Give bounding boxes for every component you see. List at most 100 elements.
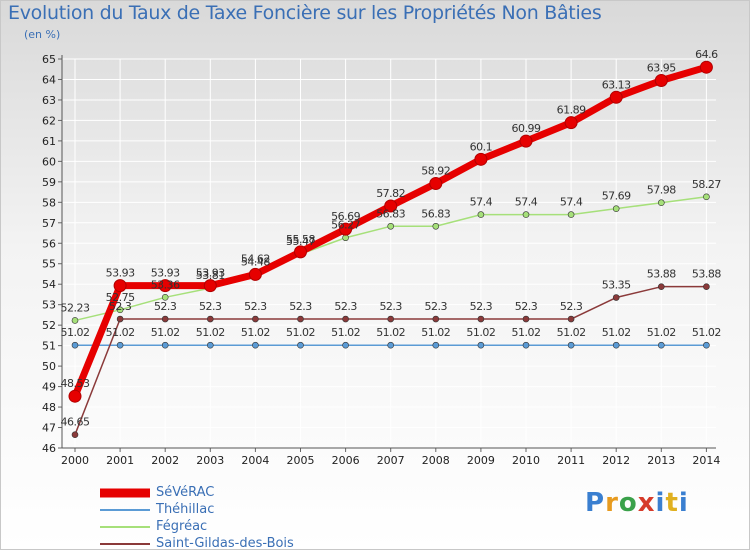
data-point-s-v-rac (158, 279, 172, 293)
x-tick-label: 2004 (241, 454, 269, 467)
data-point-th-hillac (207, 341, 214, 349)
data-point-th-hillac (432, 341, 440, 349)
data-label-f-gr-ac: 53.81 (196, 269, 225, 282)
data-point-saint-gildas-des-bois (207, 315, 214, 323)
data-label-th-hillac: 51.02 (61, 326, 90, 339)
data-point-saint-gildas-des-bois (71, 431, 79, 438)
x-tick-label: 2007 (377, 454, 405, 467)
y-tick-label: 53 (42, 299, 56, 312)
data-point-th-hillac (71, 341, 79, 349)
data-point-saint-gildas-des-bois (612, 294, 620, 301)
data-label-th-hillac: 51.02 (466, 326, 495, 339)
data-point-saint-gildas-des-bois (657, 283, 665, 290)
data-point-f-gr-ac (387, 222, 395, 230)
data-label-th-hillac: 51.02 (286, 326, 315, 339)
data-point-s-v-rac (203, 279, 217, 293)
data-point-s-v-rac (609, 90, 623, 104)
proxiti-logo: Proxiti (585, 488, 689, 518)
data-label-th-hillac: 51.02 (692, 326, 721, 339)
y-tick-label: 46 (42, 442, 56, 455)
y-tick-label: 49 (42, 381, 56, 394)
x-tick-label: 2001 (106, 454, 134, 467)
data-label-s-v-rac: 64.6 (695, 48, 718, 61)
y-tick-label: 56 (42, 237, 56, 250)
legend-item-saint-gildas[interactable]: Saint-Gildas-des-Bois (100, 535, 294, 552)
data-label-th-hillac: 51.02 (376, 326, 405, 339)
data-point-th-hillac (612, 341, 620, 349)
data-label-s-v-rac: 63.13 (602, 78, 631, 91)
data-label-th-hillac: 51.02 (421, 326, 450, 339)
data-label-th-hillac: 51.02 (196, 326, 225, 339)
y-tick-label: 54 (42, 278, 56, 291)
x-tick-label: 2006 (332, 454, 360, 467)
data-label-saint-gildas-des-bois: 53.88 (692, 268, 721, 281)
series-points-group (68, 60, 713, 438)
data-label-s-v-rac: 48.53 (61, 377, 90, 390)
data-point-s-v-rac (384, 199, 398, 213)
data-label-s-v-rac: 63.95 (647, 61, 676, 74)
data-label-f-gr-ac: 56.83 (376, 207, 405, 220)
data-label-f-gr-ac: 57.4 (560, 196, 583, 209)
legend-swatch-severac (100, 488, 150, 497)
data-label-saint-gildas-des-bois: 52.3 (560, 300, 583, 313)
legend-swatch-thehillac (100, 508, 150, 511)
data-label-s-v-rac: 60.1 (470, 140, 493, 153)
legend-label-thehillac: Théhillac (156, 502, 215, 517)
data-label-saint-gildas-des-bois: 52.3 (515, 300, 538, 313)
data-point-saint-gildas-des-bois (161, 315, 169, 323)
data-point-th-hillac (477, 341, 485, 349)
data-label-s-v-rac: 53.93 (151, 267, 180, 280)
data-label-s-v-rac: 61.89 (557, 104, 586, 117)
x-tick-label: 2010 (512, 454, 540, 467)
y-tick-label: 65 (42, 53, 56, 66)
data-point-saint-gildas-des-bois (522, 315, 530, 323)
data-point-th-hillac (161, 341, 169, 349)
data-label-f-gr-ac: 54.62 (241, 253, 270, 266)
y-tick-label: 60 (42, 155, 56, 168)
data-point-th-hillac (297, 341, 304, 349)
x-tick-label: 2014 (692, 454, 720, 467)
data-point-f-gr-ac (161, 294, 169, 301)
data-label-f-gr-ac: 58.27 (692, 178, 721, 191)
data-point-s-v-rac (654, 73, 668, 87)
data-label-saint-gildas-des-bois: 52.3 (425, 300, 448, 313)
data-point-saint-gildas-des-bois (342, 315, 349, 323)
data-label-saint-gildas-des-bois: 46.65 (61, 416, 90, 429)
legend-label-severac: SéVéRAC (156, 485, 215, 500)
data-label-saint-gildas-des-bois: 52.3 (470, 300, 493, 313)
data-point-s-v-rac (429, 176, 443, 190)
data-point-saint-gildas-des-bois (116, 315, 124, 323)
y-tick-label: 57 (42, 217, 56, 230)
legend-swatch-saint-gildas (100, 542, 150, 545)
data-label-saint-gildas-des-bois: 52.3 (334, 300, 357, 313)
data-point-s-v-rac (699, 60, 713, 74)
data-label-f-gr-ac: 57.98 (647, 184, 676, 197)
data-label-th-hillac: 51.02 (512, 326, 541, 339)
x-tick-label: 2013 (647, 454, 675, 467)
y-tick-label: 50 (42, 360, 56, 373)
data-label-th-hillac: 51.02 (331, 326, 360, 339)
data-point-saint-gildas-des-bois (703, 283, 710, 290)
data-point-th-hillac (703, 341, 710, 349)
legend-item-fegreac[interactable]: Fégréac (100, 518, 294, 535)
data-labels-group: 51.02 51.02 51.02 51.02 51.02 51.02 51.02 51.02… (61, 48, 722, 429)
data-point-th-hillac (387, 341, 395, 349)
x-tick-label: 2008 (422, 454, 450, 467)
data-point-s-v-rac (248, 267, 262, 281)
legend-label-fegreac: Fégréac (156, 519, 208, 534)
y-tick-label: 58 (42, 196, 56, 209)
data-point-th-hillac (116, 341, 124, 349)
data-point-saint-gildas-des-bois (252, 315, 259, 323)
data-point-s-v-rac (519, 134, 533, 148)
data-label-f-gr-ac: 56.83 (421, 207, 450, 220)
x-tick-label: 2000 (61, 454, 89, 467)
x-tick-label: 2002 (151, 454, 179, 467)
data-point-saint-gildas-des-bois (432, 315, 440, 323)
legend: SéVéRAC Théhillac Fégréac Saint-Gildas-d… (100, 484, 294, 552)
data-point-s-v-rac (294, 245, 307, 259)
data-label-s-v-rac: 54.48 (241, 255, 270, 268)
y-tick-label: 51 (42, 340, 56, 353)
legend-item-severac[interactable]: SéVéRAC (100, 484, 294, 501)
data-label-saint-gildas-des-bois: 53.35 (602, 279, 631, 292)
legend-item-thehillac[interactable]: Théhillac (100, 501, 294, 518)
